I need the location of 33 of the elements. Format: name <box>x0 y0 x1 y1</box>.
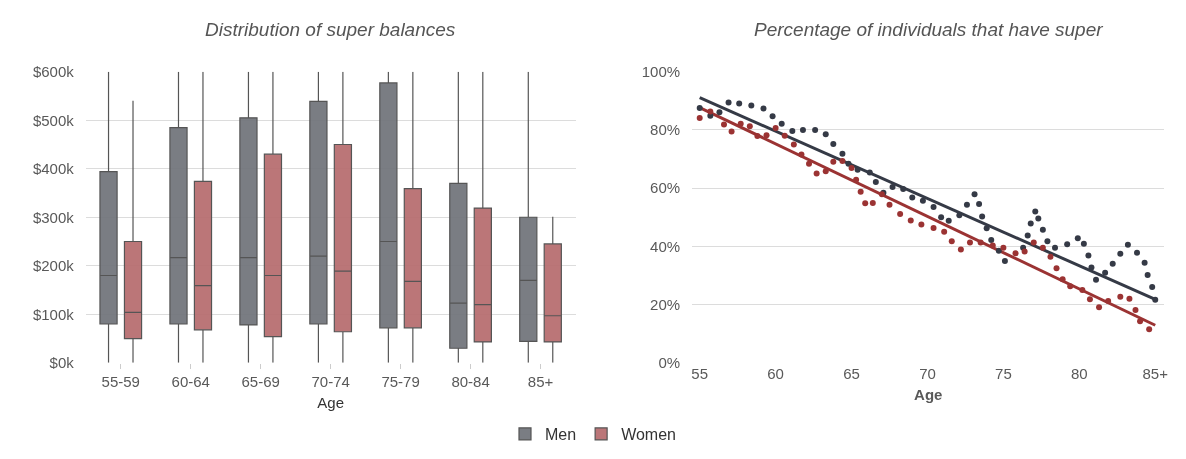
y-tick-label: 60% <box>650 179 681 197</box>
legend-label: Women <box>621 426 676 444</box>
y-tick-label: $100k <box>32 305 75 323</box>
y-tick-label: $200k <box>32 257 75 275</box>
x-tick-label: 75 <box>995 364 1012 382</box>
x-tick-label: 85+ <box>527 372 554 390</box>
x-tick-label: 80 <box>1070 364 1088 382</box>
x-tick-label: 85+ <box>1142 364 1169 382</box>
x-tick-label: 65-69 <box>241 372 280 390</box>
x-tick-label: 65 <box>843 364 860 382</box>
y-tick-label: $0k <box>49 354 75 372</box>
x-tick-label: 70-74 <box>311 372 350 390</box>
x-tick-label: 75-79 <box>381 372 420 390</box>
x-tick-label: 55-59 <box>101 372 140 390</box>
y-tick-label: 40% <box>650 237 681 255</box>
x-axis-title: Age <box>914 385 943 403</box>
x-axis-title: Age <box>317 393 344 411</box>
x-tick-label: 80-84 <box>451 372 490 390</box>
x-tick-label: 70 <box>919 364 936 382</box>
chart-title: Distribution of super balances <box>205 19 456 40</box>
x-tick-label: 60-64 <box>171 372 210 390</box>
y-tick-label: $400k <box>32 160 75 178</box>
x-tick-label: 60 <box>767 364 784 382</box>
y-tick-label: 20% <box>650 295 681 313</box>
y-tick-label: $500k <box>32 111 75 129</box>
y-tick-label: $600k <box>32 62 75 80</box>
y-tick-label: 100% <box>641 62 681 80</box>
x-tick-label: 55 <box>691 364 709 382</box>
y-tick-label: 0% <box>658 354 681 372</box>
legend-label: Men <box>545 426 577 444</box>
chart-title: Percentage of individuals that have super <box>754 19 1104 40</box>
y-tick-label: 80% <box>650 121 681 139</box>
y-tick-label: $300k <box>32 208 75 226</box>
